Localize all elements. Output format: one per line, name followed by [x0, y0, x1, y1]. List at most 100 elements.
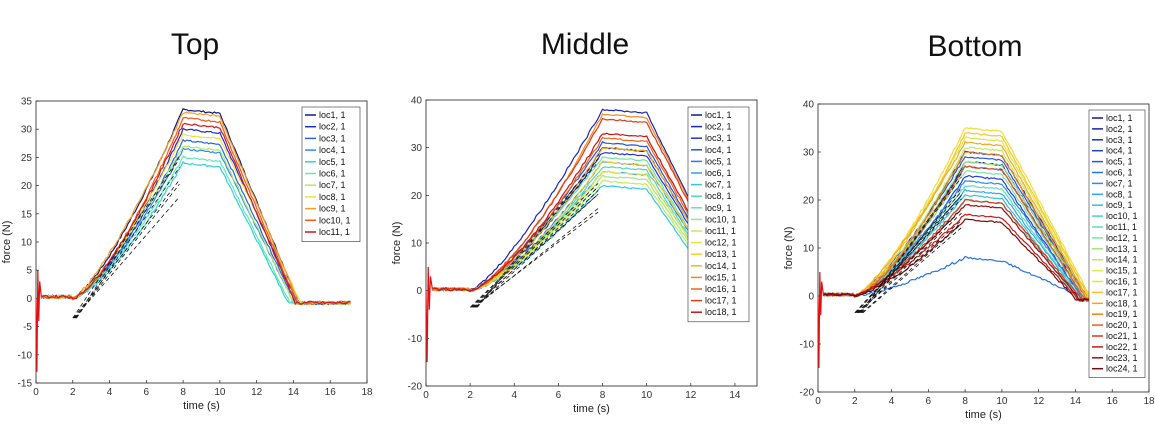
fit-line: [855, 198, 962, 314]
x-tick-label: 0: [815, 396, 821, 407]
fit-line: [470, 186, 599, 308]
legend-label: loc10, 1: [705, 214, 737, 224]
legend-label: loc23, 1: [1106, 353, 1138, 363]
legend-label: loc17, 1: [1106, 287, 1138, 297]
legend-label: loc2, 1: [705, 122, 732, 132]
legend-label: loc5, 1: [319, 157, 346, 167]
series-line-loc24-1: [823, 218, 1133, 303]
panel-title-top: Top: [170, 28, 220, 61]
fit-line: [857, 220, 962, 314]
x-tick-label: 6: [926, 396, 932, 407]
x-tick-label: 12: [1033, 396, 1045, 407]
x-tick-label: 6: [144, 387, 150, 398]
chart-panel-3: 0 2 4 6 8 10 12 14 16 18 -20 -10 0 10 20 30 40 time (s) fo…: [783, 100, 1155, 422]
fit-line: [476, 161, 599, 308]
legend-label: loc9, 1: [705, 203, 732, 213]
legend-label: loc9, 1: [319, 204, 346, 214]
x-tick-label: 14: [729, 390, 741, 401]
x-tick-label: 2: [70, 387, 76, 398]
y-tick-label: -20: [408, 382, 423, 393]
legend-label: loc17, 1: [705, 296, 737, 306]
series-line-loc2-1: [432, 108, 738, 295]
fit-line: [474, 208, 599, 308]
y-tick-label: 0: [808, 292, 814, 303]
y-tick-label: 30: [411, 143, 423, 154]
legend-label: loc11, 1: [319, 227, 350, 237]
legend-label: loc3, 1: [705, 133, 732, 143]
x-tick-label: 18: [1143, 396, 1155, 407]
x-tick-label: 16: [1107, 396, 1119, 407]
y-tick-label: 30: [21, 125, 33, 136]
x-tick-label: 0: [423, 390, 429, 401]
fit-line: [862, 227, 962, 314]
fit-line: [855, 191, 962, 314]
legend-label: loc4, 1: [319, 145, 346, 155]
legend-label: loc1, 1: [319, 110, 346, 120]
legend-label: loc8, 1: [1106, 189, 1133, 199]
legend-label: loc21, 1: [1106, 331, 1138, 341]
y-tick-label: 25: [21, 153, 33, 164]
x-tick-label: 8: [962, 396, 968, 407]
series-group: [426, 108, 738, 363]
fit-line: [854, 194, 962, 314]
y-tick-label: -10: [408, 334, 423, 345]
legend-label: loc14, 1: [705, 261, 737, 271]
legend-label: loc4, 1: [1106, 146, 1133, 156]
initial-spike: [818, 271, 825, 369]
x-tick-label: 14: [1070, 396, 1082, 407]
chart-panel-1: 0 2 4 6 8 10 12 14 16 18 -15 -10 -5 0 5 10 15 20 25 30 35 tim…: [1, 97, 373, 413]
legend-label: loc12, 1: [705, 238, 737, 248]
x-axis-label: time (s): [183, 400, 220, 412]
legend-label: loc24, 1: [1106, 364, 1138, 374]
legend-label: loc5, 1: [1106, 157, 1133, 167]
y-tick-label: 0: [26, 294, 32, 305]
y-tick-label: 0: [416, 286, 422, 297]
y-tick-label: -15: [18, 379, 33, 390]
initial-spike: [36, 270, 43, 372]
x-tick-label: 14: [288, 387, 300, 398]
legend-label: loc15, 1: [705, 272, 737, 282]
legend-box: [301, 106, 361, 242]
legend-box: [687, 106, 750, 323]
y-tick-label: 10: [21, 238, 33, 249]
x-tick-label: 0: [33, 387, 39, 398]
legend-label: loc9, 1: [1106, 200, 1133, 210]
y-tick-label: 5: [26, 266, 32, 277]
legend-label: loc3, 1: [1106, 135, 1133, 145]
y-tick-label: 20: [803, 196, 815, 207]
chart-panel-2: 0 2 4 6 8 10 12 14 -20 -10 0 10 20 30 40 time (s) force …: [391, 96, 758, 415]
legend-label: loc12, 1: [1106, 233, 1138, 243]
legend-label: loc7, 1: [319, 180, 346, 190]
legend-label: loc7, 1: [1106, 178, 1133, 188]
x-tick-label: 10: [996, 396, 1008, 407]
y-tick-label: 15: [21, 209, 33, 220]
fit-line: [73, 196, 180, 319]
legend-label: loc6, 1: [705, 168, 732, 178]
y-tick-label: 20: [411, 191, 423, 202]
series-line-loc18-1: [432, 132, 738, 296]
fit-line: [858, 194, 962, 314]
fit-line: [73, 179, 180, 319]
x-tick-label: 4: [889, 396, 895, 407]
legend-label: loc19, 1: [1106, 309, 1138, 319]
legend-label: loc10, 1: [319, 215, 351, 225]
series-line-loc11-1: [41, 122, 351, 305]
initial-spike: [426, 266, 434, 363]
fit-line: [472, 211, 599, 308]
x-tick-label: 10: [641, 390, 653, 401]
panel-title-bottom: Bottom: [927, 30, 1023, 63]
legend-label: loc13, 1: [705, 249, 737, 259]
legend-label: loc8, 1: [319, 192, 346, 202]
series-line-loc9-1: [41, 111, 351, 306]
fit-line: [860, 173, 962, 314]
fit-line: [859, 176, 962, 314]
fit-line: [74, 183, 180, 319]
x-axis-label: time (s): [573, 403, 610, 415]
legend-label: loc1, 1: [1106, 113, 1133, 123]
legend-label: loc2, 1: [1106, 124, 1133, 134]
legend-box: [1088, 109, 1146, 378]
x-axis-label: time (s): [965, 409, 1002, 421]
legend-label: loc11, 1: [705, 226, 736, 236]
y-tick-label: -10: [18, 350, 33, 361]
